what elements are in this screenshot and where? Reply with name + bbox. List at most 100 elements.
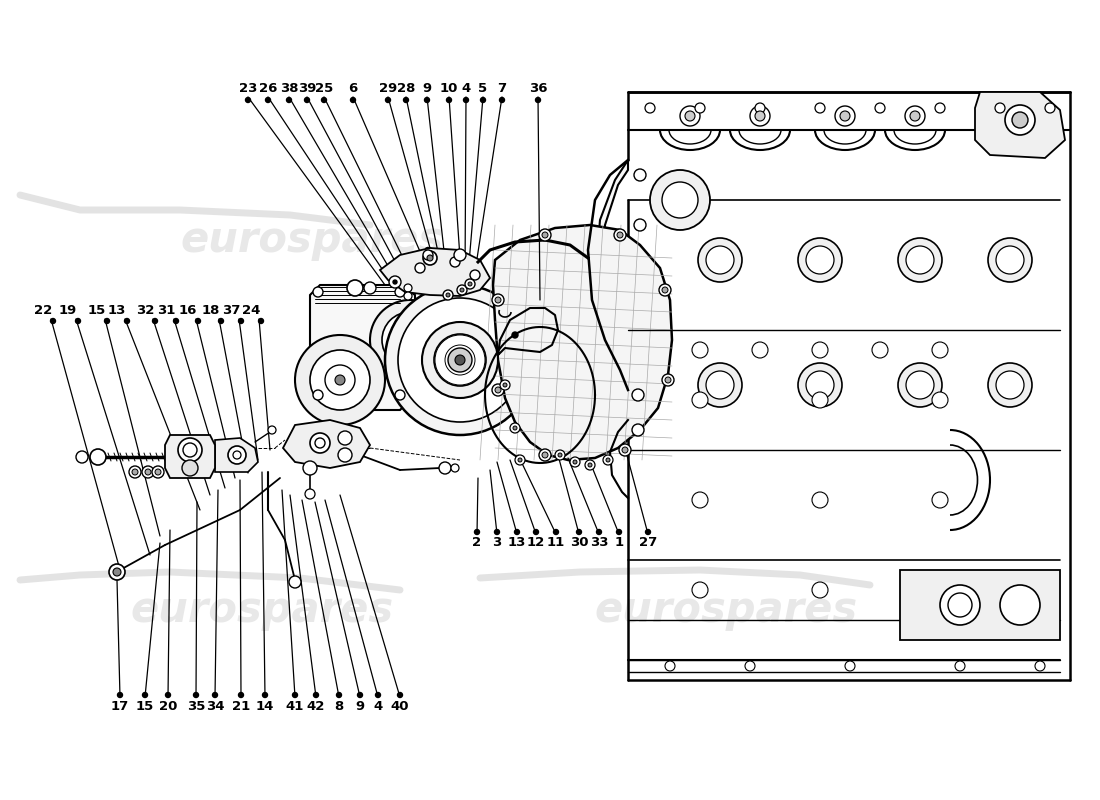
Circle shape [906,246,934,274]
Text: 34: 34 [206,699,224,713]
Circle shape [415,263,425,273]
Circle shape [518,458,522,462]
Circle shape [289,576,301,588]
Circle shape [542,452,548,458]
Circle shape [996,371,1024,399]
Text: 11: 11 [547,537,565,550]
Circle shape [456,285,468,295]
Circle shape [76,318,80,323]
Circle shape [996,103,1005,113]
Circle shape [434,334,486,386]
Text: 4: 4 [461,82,471,94]
Text: 38: 38 [279,82,298,94]
Circle shape [470,270,480,280]
Circle shape [446,293,450,297]
Circle shape [143,693,147,698]
Circle shape [212,693,218,698]
Circle shape [338,431,352,445]
Text: 8: 8 [334,699,343,713]
Circle shape [118,693,122,698]
Circle shape [513,426,517,430]
Text: 31: 31 [157,303,175,317]
Circle shape [662,182,698,218]
Text: 39: 39 [298,82,316,94]
Circle shape [935,103,945,113]
Circle shape [906,371,934,399]
Polygon shape [379,248,490,296]
Text: 16: 16 [179,303,197,317]
Circle shape [932,392,948,408]
Text: 15: 15 [136,699,154,713]
Text: 2: 2 [472,537,482,550]
Circle shape [358,693,363,698]
Text: 24: 24 [242,303,261,317]
Circle shape [534,530,539,534]
Text: eurospares: eurospares [595,589,858,631]
Polygon shape [975,92,1065,158]
Circle shape [324,365,355,395]
Circle shape [659,284,671,296]
Text: 17: 17 [111,699,129,713]
Circle shape [233,451,241,459]
Circle shape [556,450,565,460]
Circle shape [153,318,157,323]
Circle shape [646,530,650,534]
Circle shape [512,332,518,338]
Polygon shape [214,438,258,472]
Circle shape [503,383,507,387]
Text: 41: 41 [286,699,305,713]
Circle shape [650,170,710,230]
Circle shape [183,443,197,457]
Text: eurospares: eurospares [130,589,393,631]
Circle shape [745,661,755,671]
Circle shape [314,693,319,698]
Circle shape [314,287,323,297]
Circle shape [812,582,828,598]
Circle shape [845,661,855,671]
Text: 23: 23 [239,82,257,94]
Circle shape [395,287,405,297]
Text: 13: 13 [508,537,526,550]
Circle shape [495,297,500,303]
Circle shape [474,530,480,534]
Circle shape [495,387,500,393]
Circle shape [447,98,451,102]
Circle shape [621,447,628,453]
Circle shape [499,98,505,102]
Circle shape [346,280,363,296]
Circle shape [389,276,402,288]
Text: 26: 26 [258,82,277,94]
Circle shape [104,318,110,323]
Text: 29: 29 [378,82,397,94]
Text: 4: 4 [373,699,383,713]
Circle shape [617,232,623,238]
Circle shape [905,106,925,126]
Circle shape [495,530,499,534]
Circle shape [706,371,734,399]
Circle shape [448,348,472,372]
Circle shape [393,280,397,284]
Circle shape [585,460,595,470]
Circle shape [692,392,708,408]
Text: 25: 25 [315,82,333,94]
Circle shape [698,238,742,282]
Text: 27: 27 [639,537,657,550]
Circle shape [812,492,828,508]
Text: 6: 6 [349,82,358,94]
Circle shape [451,464,459,472]
Circle shape [182,460,198,476]
Circle shape [465,279,475,289]
Circle shape [295,335,385,425]
Circle shape [468,282,472,286]
Circle shape [385,285,535,435]
Text: 42: 42 [307,699,326,713]
Text: 20: 20 [158,699,177,713]
Circle shape [178,438,202,462]
Circle shape [310,350,370,410]
Circle shape [692,492,708,508]
Circle shape [558,453,562,457]
Circle shape [286,98,292,102]
Circle shape [812,392,828,408]
Circle shape [510,423,520,433]
Polygon shape [283,420,370,468]
